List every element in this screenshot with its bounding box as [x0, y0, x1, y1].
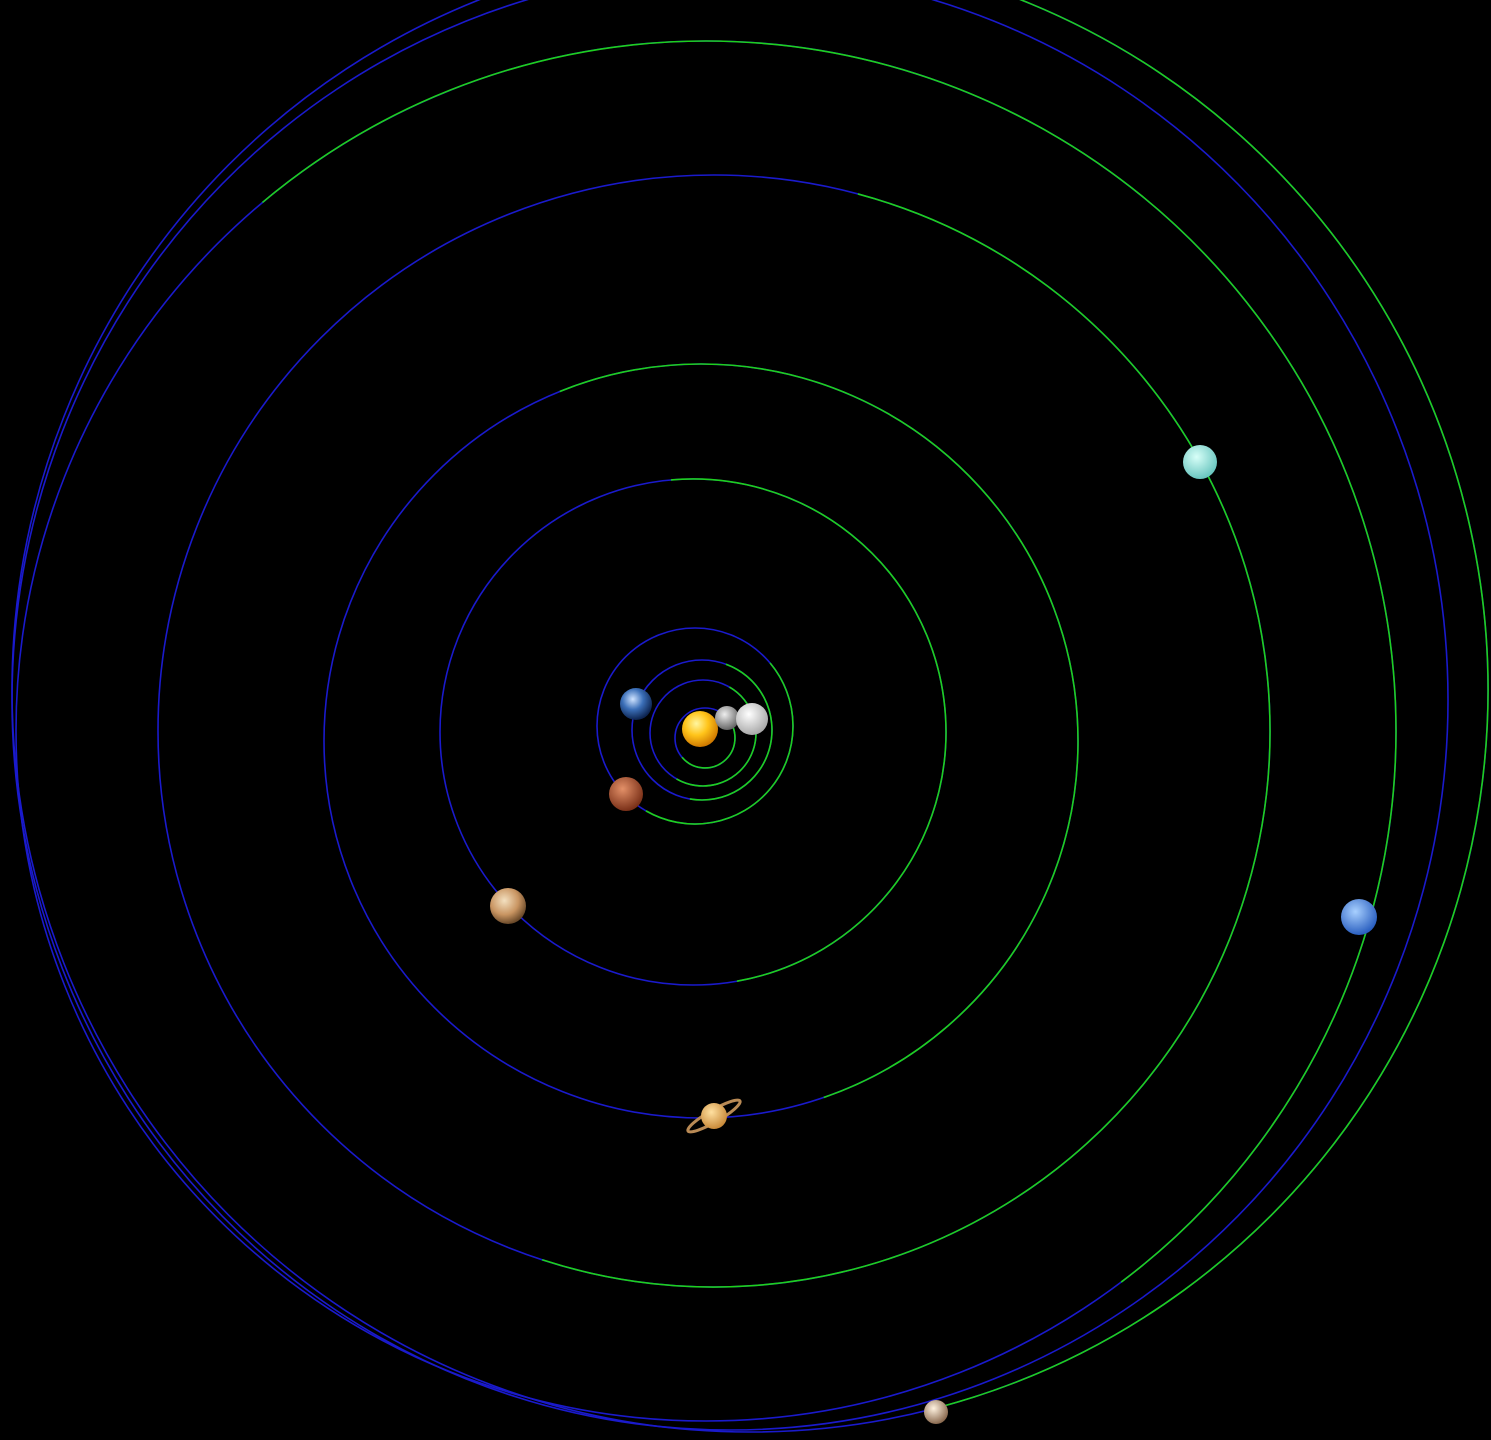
orbit — [11, 0, 1449, 1431]
orbit-segment — [689, 663, 773, 801]
orbit-segment — [940, 0, 1489, 1408]
saturn — [701, 1103, 727, 1129]
orbit-segment — [670, 478, 947, 982]
orbit-segment — [559, 363, 1079, 1099]
earth — [620, 688, 652, 720]
venus — [736, 703, 768, 735]
sun — [682, 711, 718, 747]
orbit-segment — [541, 193, 1271, 1288]
pluto — [924, 1400, 948, 1424]
orbits — [11, 0, 1489, 1433]
mars — [609, 777, 643, 811]
neptune — [1341, 899, 1377, 935]
bodies — [490, 445, 1377, 1424]
uranus — [1183, 445, 1217, 479]
mercury — [715, 706, 739, 730]
jupiter — [490, 888, 526, 924]
orbit-segment — [645, 662, 794, 825]
orbit-segment — [261, 40, 1397, 1283]
orbit-segment — [681, 718, 736, 769]
orbit-segment — [676, 686, 757, 787]
